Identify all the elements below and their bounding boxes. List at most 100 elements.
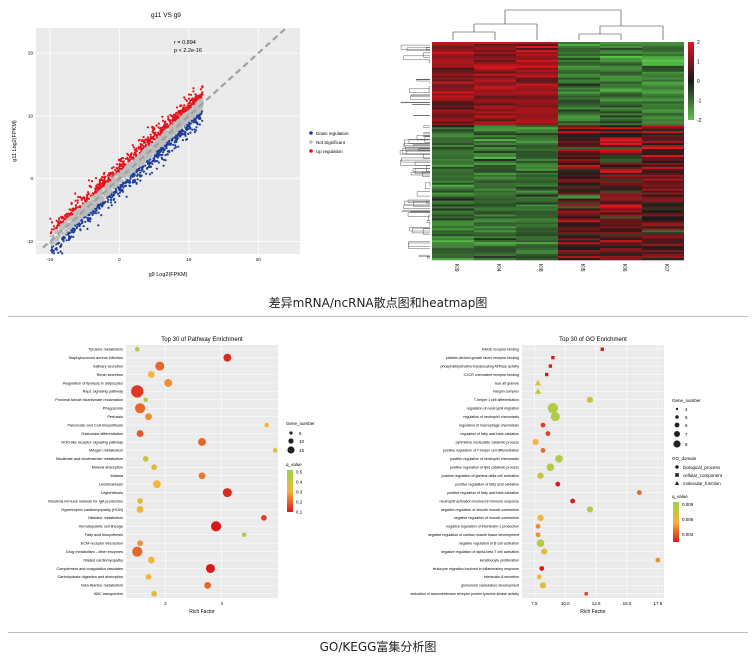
scatter-point (91, 195, 94, 198)
heatmap-cell (600, 145, 642, 148)
heatmap-cell (432, 91, 474, 94)
scatter-point (134, 154, 138, 157)
scatter-point (52, 252, 56, 255)
heatmap-cell (642, 258, 684, 261)
heatmap-cell (474, 240, 516, 243)
heatmap-cell (600, 121, 642, 124)
heatmap-cell (474, 208, 516, 211)
go-xtick: 15.0 (623, 601, 632, 606)
heatmap-cell (432, 75, 474, 78)
heatmap-cell (432, 240, 474, 243)
scatter-point (86, 216, 89, 219)
scatter-point (73, 230, 76, 233)
heatmap-cell (474, 123, 516, 126)
heatmap-cell (516, 111, 558, 114)
heatmap-cell (558, 208, 600, 211)
heatmap-cell (432, 43, 474, 47)
scatter-point (135, 158, 138, 161)
scatter-point (57, 220, 60, 223)
heatmap-cell (558, 123, 600, 126)
scatter-point (105, 185, 108, 188)
heatmap-cell (516, 105, 558, 108)
heatmap-cell (558, 218, 600, 221)
heatmap-cell (600, 139, 642, 142)
heatmap-cell (600, 149, 642, 152)
heatmap-cell (558, 228, 600, 231)
scatter-point (185, 138, 188, 141)
scatter-point (76, 219, 79, 222)
scatter-point (71, 209, 74, 212)
heatmap-cell (642, 192, 684, 195)
go-point (532, 438, 539, 446)
heatmap-cell (432, 42, 474, 45)
heatmap-cell (600, 212, 642, 215)
heatmap-cell (558, 234, 600, 237)
scatter-point (196, 121, 199, 125)
heatmap-cell (558, 210, 600, 213)
scatter-point (70, 201, 73, 204)
scatter-point (158, 142, 161, 145)
scatter-point (65, 239, 68, 242)
scatter-xlabel: g9 Log2(FPKM) (149, 272, 188, 278)
heatmap-cell (474, 42, 516, 45)
heatmap-cell (516, 133, 558, 136)
scatter-point (196, 105, 199, 109)
scatter-point (106, 182, 109, 185)
heatmap-cell (642, 240, 684, 243)
heatmap-cell (558, 49, 600, 53)
scatter-point (78, 206, 81, 209)
scatter-point (193, 131, 196, 134)
heatmap-cell (558, 178, 600, 182)
scatter-point (87, 179, 91, 182)
scatter-point (96, 206, 99, 209)
heatmap-cell (432, 178, 474, 182)
heatmap-cell (642, 91, 684, 94)
heatmap-cell (642, 254, 684, 257)
heatmap-cell (558, 111, 600, 114)
scatter-point (199, 117, 202, 121)
go-point (547, 403, 559, 414)
heatmap-cell (642, 160, 684, 164)
heatmap-cell (600, 234, 642, 237)
scatter-point (100, 205, 103, 208)
heatmap-cell (474, 258, 516, 261)
heatmap-cell (558, 87, 600, 90)
heatmap-cell (432, 198, 474, 201)
heatmap-cell (600, 89, 642, 92)
heatmap-cell (474, 61, 516, 65)
heatmap-cell (642, 156, 684, 160)
heatmap-cell (558, 186, 600, 189)
scatter-point (154, 149, 157, 152)
go-category-label: keratinocyte proliferation (480, 558, 519, 562)
heatmap-cell (432, 85, 474, 88)
heatmap-cell (600, 123, 642, 126)
heatmap-cell (516, 43, 558, 47)
heatmap-dendrogram-left (404, 200, 430, 206)
heatmap-cell (642, 250, 684, 253)
heatmap-cell (474, 45, 516, 49)
divider-top (8, 316, 748, 317)
scatter-point (195, 126, 198, 129)
heatmap-cell (474, 188, 516, 191)
scatter-point (110, 167, 113, 170)
scatter-point (158, 135, 161, 138)
scatter-point (126, 180, 129, 183)
heatmap-cell (642, 105, 684, 108)
heatmap-cell (432, 170, 474, 174)
heatmap-cell (474, 204, 516, 207)
heatmap-cell (600, 196, 642, 199)
heatmap-cell (642, 147, 684, 150)
heatmap-cell (642, 162, 684, 166)
scatter-xtick: 0 (118, 257, 121, 262)
heatmap-cell (516, 164, 558, 168)
go-category-label: positive regulation of fatty acid beta-o… (447, 491, 519, 495)
heatmap-cell (642, 236, 684, 239)
scatter-point (77, 213, 80, 216)
scatter-point (187, 118, 190, 121)
kg-category-label: Intestinal immune network for IgA produc… (48, 499, 123, 503)
scatter-point (132, 153, 135, 156)
kegg-bubble-chart: Top 30 of Pathway Enrichment Tyrosine me… (48, 337, 315, 615)
heatmap-cell (642, 131, 684, 134)
scatter-point (59, 250, 62, 253)
heatmap-cell (642, 226, 684, 229)
